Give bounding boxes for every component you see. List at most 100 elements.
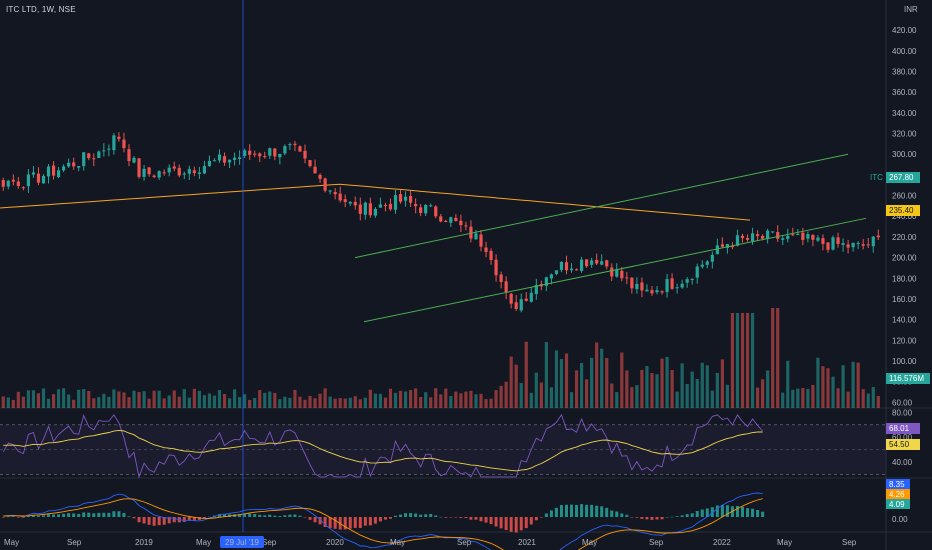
candle [56,166,61,179]
candlestick-series [1,132,880,313]
volume-bar [217,390,222,408]
candle [650,286,654,296]
macd-hist-bar [524,517,528,529]
macd-hist-bar [72,513,76,517]
volume-bar [786,360,790,408]
candle [293,140,297,152]
macd-hist-bar [52,514,56,517]
macd-hist-bar [328,517,332,529]
candle [564,255,569,275]
macd-hist-bar [26,516,30,517]
macd-hist-bar [268,514,272,517]
candle [670,273,674,290]
candle [182,171,186,180]
candle [403,191,408,207]
candle [439,213,443,223]
macd-hist-bar [107,512,111,517]
volume-bar [449,396,453,408]
volume-bar [564,353,569,408]
macd-hist-bar [570,504,574,517]
candle [579,256,584,273]
macd-axis: 0.00 [892,515,908,524]
volume-bar [398,390,403,408]
macd-hist-bar [620,513,624,517]
time-tick: May [582,538,597,547]
macd-hist-bar [112,511,116,517]
signal-line [3,498,763,550]
time-tick: 2022 [713,538,731,547]
rsi-axis: 80.00 60.00 40.00 [892,408,913,467]
volume-bar [474,394,478,408]
volume-bar [393,392,398,408]
candle [695,263,699,284]
ma-line [0,183,751,221]
candle [51,161,56,180]
macd-hist-bar [756,509,760,517]
price-tick: 300.00 [892,150,917,159]
volume-text: 116.576M [889,374,924,383]
rsi-line [2,413,763,479]
time-tick: 2021 [518,538,536,547]
candle [62,164,66,173]
volume-bar [645,366,649,408]
time-tick: Sep [649,538,664,547]
volume-bar [253,397,257,408]
candle [313,159,317,174]
candle [479,229,483,252]
candle [414,198,418,214]
channel-lines [354,153,867,323]
candle [147,166,151,177]
macd-hist-bar [504,517,508,531]
macd-hist-bar [172,517,176,523]
volume-bar [419,397,423,408]
volume-bar [408,390,413,408]
symbol-badge: ITC [865,172,886,183]
volume-bar [776,308,780,408]
volume-bar [157,390,161,408]
candle [640,277,644,298]
candle [569,263,574,273]
macd-hist-bar [529,517,533,525]
last-price-badge: 267.80 [886,172,920,183]
macd-hist-bar [137,517,141,523]
macd-hist-bar [720,505,724,517]
price-tick: 340.00 [892,109,917,118]
macd-hist-bar [539,517,543,518]
candle [212,158,217,162]
candle [685,277,689,288]
candle [227,159,232,169]
macd-hist-bar [660,517,664,520]
volume-bar [67,394,71,408]
volume-bar [559,359,564,408]
volume-bar [87,390,91,408]
volume-bar [424,392,428,408]
macd-hist-bar [509,517,513,532]
candle [353,196,357,210]
volume-bar [600,348,604,408]
candle [378,197,383,208]
volume-bar [298,396,302,408]
volume-bar [489,398,493,408]
candle [866,238,870,248]
candle [806,231,810,243]
macd-hist-bar [670,516,674,518]
volume-bar [771,308,775,408]
volume-bar [77,389,81,408]
volume-bar [685,383,689,408]
candle [735,229,740,247]
candle [856,241,860,250]
volume-bar [544,342,548,408]
time-tick: Sep [842,538,857,547]
candle [398,190,403,204]
candle [333,187,337,200]
volume-bar [122,392,126,408]
volume-bar [720,359,724,408]
macd-hist-bar [343,517,347,530]
rsi-tick: 60.00 [892,433,913,442]
chart-title: ITC LTD, 1W, NSE [6,5,76,14]
macd-hist-bar [559,505,563,517]
volume-bar [41,388,46,408]
candle [82,152,86,171]
price-tick: 60.00 [892,398,913,407]
